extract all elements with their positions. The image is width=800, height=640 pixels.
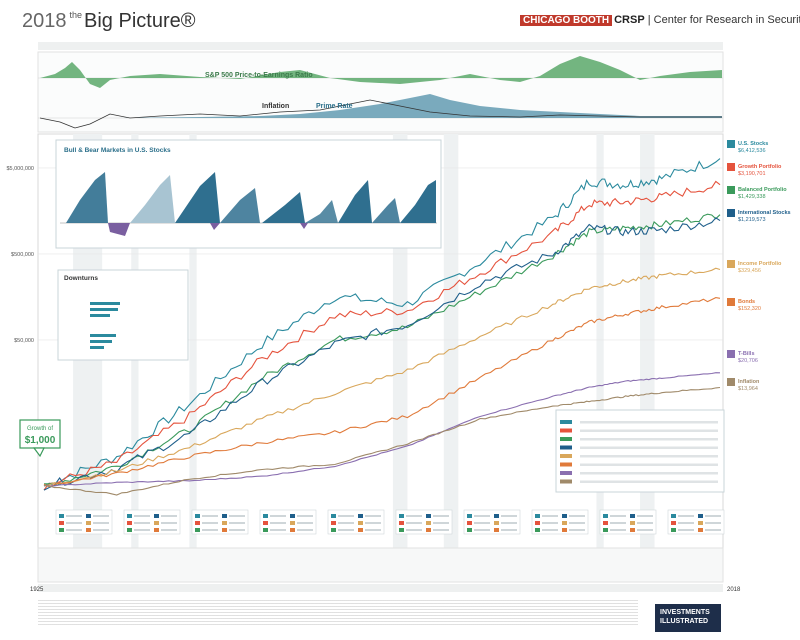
stats-strip — [37, 547, 724, 583]
sponsor-tagline: | Center for Research in Security Prices — [647, 14, 800, 26]
legend-name: International Stocks — [738, 210, 791, 216]
series-line-balanced — [44, 213, 721, 486]
series-line-inflation — [43, 386, 721, 496]
legend-name: Income Portfolio — [738, 261, 782, 267]
publisher-logo: INVESTMENTS ILLUSTRATED — [655, 604, 721, 632]
title-year: 2018 — [22, 10, 67, 32]
end-year: 2018 — [727, 587, 741, 593]
recession-band — [443, 134, 459, 548]
legend-value: $1,429,338 — [738, 194, 766, 200]
legend-swatch — [727, 140, 735, 148]
y-tick-label: $50,000 — [14, 338, 34, 344]
legend-value: $152,320 — [738, 306, 761, 312]
series-line-income — [43, 267, 721, 487]
legend-swatch — [727, 186, 735, 194]
recession-band — [596, 134, 604, 548]
recession-band — [189, 134, 197, 548]
legend-swatch — [727, 378, 735, 386]
legend-swatch — [727, 163, 735, 171]
inflation-label: Inflation — [262, 103, 289, 110]
start-year: 1925 — [30, 587, 44, 593]
decade-strip — [55, 509, 725, 535]
year-strip-top — [38, 42, 723, 50]
title-the: the — [69, 10, 83, 20]
legend-name: Growth Portfolio — [738, 164, 782, 170]
legend-name: T-Bills — [738, 351, 755, 357]
legend: U.S. Stocks$6,412,536 Growth Portfolio$3,… — [727, 140, 791, 392]
legend-value: $6,412,536 — [738, 148, 766, 154]
y-tick-label: $500,000 — [11, 252, 34, 258]
legend-value: $1,219,573 — [738, 217, 766, 223]
series-line-growth — [43, 180, 721, 491]
legend-value: $329,456 — [738, 268, 761, 274]
legend-value: $3,190,701 — [738, 171, 766, 177]
bull-bear-shapes — [66, 172, 436, 236]
pe-label: S&P 500 Price-to-Earnings Ratio — [205, 72, 313, 79]
series-line-us_stocks — [43, 158, 721, 487]
year-strip-bottom — [38, 584, 723, 592]
legend-swatch — [727, 209, 735, 217]
downturns-bars — [90, 302, 120, 349]
legend-swatch — [727, 298, 735, 306]
series-lines — [43, 158, 721, 496]
series-line-international — [43, 217, 721, 491]
downturns-panel — [57, 269, 189, 361]
legend-name: U.S. Stocks — [738, 141, 768, 147]
legend-name: Inflation — [738, 379, 760, 385]
series-line-bonds — [43, 297, 721, 488]
legend-swatch — [727, 260, 735, 268]
sponsor-badge: CHICAGO BOOTH — [520, 15, 613, 26]
prime-label: Prime Rate — [316, 103, 353, 110]
downturns-title: Downturns — [64, 275, 98, 282]
legend-swatch — [727, 350, 735, 358]
inset-title: Bull & Bear Markets in U.S. Stocks — [64, 147, 171, 154]
title-main: Big Picture® — [84, 10, 196, 32]
start-callout: Growth of $1,000 — [19, 419, 61, 458]
legend-name: Bonds — [738, 299, 755, 305]
pe-area — [40, 56, 722, 88]
legend-name: Balanced Portfolio — [738, 187, 787, 193]
legend-value: $20,706 — [738, 358, 758, 364]
sponsor-logo: CHICAGO BOOTH CRSP | Center for Research … — [520, 14, 800, 26]
footnote-text — [38, 598, 638, 626]
legend-value: $13,964 — [738, 386, 758, 392]
y-tick-label: $5,000,000 — [6, 166, 34, 172]
prime-area — [40, 94, 722, 118]
returns-table — [555, 409, 725, 493]
inflation-line — [39, 99, 722, 129]
callout-line1: Growth of — [27, 426, 53, 432]
sponsor-name: CRSP — [614, 14, 645, 26]
top-panel — [37, 51, 724, 133]
callout-value: $1,000 — [25, 435, 56, 446]
poster-title: 2018 the Big Picture® — [22, 10, 195, 33]
